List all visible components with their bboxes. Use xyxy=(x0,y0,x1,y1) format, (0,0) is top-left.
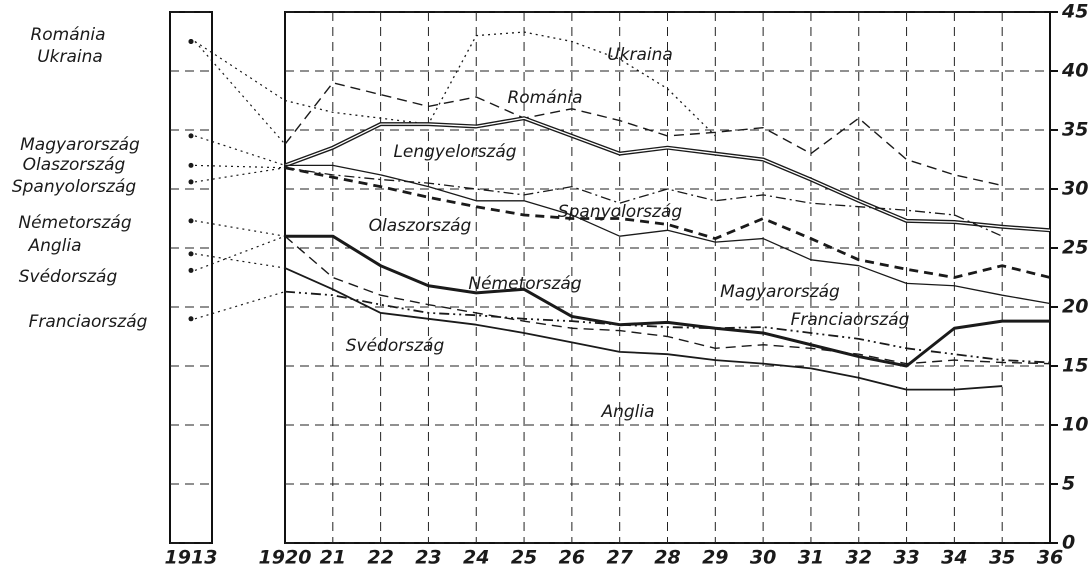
panel-1913 xyxy=(169,11,213,544)
x-tick-label: 26 xyxy=(559,547,585,569)
legend-label: Románia xyxy=(30,25,105,45)
x-tick-label: 23 xyxy=(415,547,441,569)
legend-label: Olaszország xyxy=(23,155,126,175)
point-1913 xyxy=(188,316,194,322)
x-tick-label: 35 xyxy=(989,547,1015,569)
connector xyxy=(194,164,286,169)
y-tick-label: 20 xyxy=(1062,296,1088,318)
series-label: Anglia xyxy=(600,402,654,422)
point-1913 xyxy=(188,267,194,273)
legend-label: Németország xyxy=(18,213,131,233)
x-tick-label: 32 xyxy=(846,547,872,569)
y-tick-label: 10 xyxy=(1062,414,1088,436)
series-line xyxy=(284,290,1051,364)
connector xyxy=(194,253,286,269)
connector xyxy=(194,135,286,166)
y-tick-label: 45 xyxy=(1061,1,1088,23)
series-line xyxy=(285,234,1050,368)
connector xyxy=(194,220,286,237)
connector xyxy=(194,291,286,320)
legend-label: Anglia xyxy=(27,236,81,256)
x-tick-label: 1920 xyxy=(259,547,312,569)
x-tick-label: 30 xyxy=(750,547,776,569)
x-tick-label: 33 xyxy=(893,547,919,569)
point-1913 xyxy=(188,39,194,44)
series-label: Olaszország xyxy=(369,216,472,236)
point-1913 xyxy=(188,162,194,168)
series-label: Ukraina xyxy=(607,45,673,65)
y-tick-label: 0 xyxy=(1062,532,1075,554)
legend-label: Franciaország xyxy=(29,312,148,332)
x-tick-label: 36 xyxy=(1037,547,1063,569)
point-1913 xyxy=(188,179,194,185)
series-label: Németország xyxy=(468,274,581,294)
legend-label: Magyarország xyxy=(20,135,140,155)
point-1913 xyxy=(188,251,194,257)
series-label: Románia xyxy=(507,88,582,108)
series-line xyxy=(284,235,1051,365)
legend-label: Spanyolország xyxy=(12,177,137,197)
y-tick-label: 30 xyxy=(1062,178,1088,200)
connector xyxy=(194,41,286,145)
connector xyxy=(194,167,286,183)
x-tick-label: 24 xyxy=(463,547,489,569)
y-tick-label: 35 xyxy=(1062,119,1088,141)
x-tick-label: 27 xyxy=(606,547,633,569)
series-label: Spanyolország xyxy=(558,202,683,222)
series-line xyxy=(284,31,716,137)
series-label: Franciaország xyxy=(791,310,910,330)
connector xyxy=(194,235,286,271)
x-tick-label: 34 xyxy=(941,547,967,569)
series-line xyxy=(285,164,1051,305)
point-1913 xyxy=(188,218,194,224)
legend-label: Ukraina xyxy=(37,47,103,67)
series-label: Magyarország xyxy=(720,282,840,302)
y-tick-label: 25 xyxy=(1062,237,1088,259)
series-line xyxy=(284,267,1003,391)
y-tick-label: 5 xyxy=(1062,473,1075,495)
series-label: Lengyelország xyxy=(393,142,516,162)
x-tick-label: 21 xyxy=(320,547,346,569)
x-tick-label: 31 xyxy=(798,547,824,569)
y-tick-label: 40 xyxy=(1061,60,1088,82)
x-tick-label: 1913 xyxy=(165,547,218,569)
x-tick-label: 28 xyxy=(654,547,680,569)
series-label: Svédország xyxy=(346,336,445,356)
x-tick-label: 22 xyxy=(367,547,393,569)
legend-label: Svédország xyxy=(19,267,118,287)
x-tick-label: 29 xyxy=(702,547,728,569)
series-line xyxy=(284,82,1003,187)
y-tick-label: 15 xyxy=(1062,355,1088,377)
x-tick-label: 25 xyxy=(511,547,537,569)
point-1913 xyxy=(188,133,194,139)
series-line-inner xyxy=(284,117,1051,231)
